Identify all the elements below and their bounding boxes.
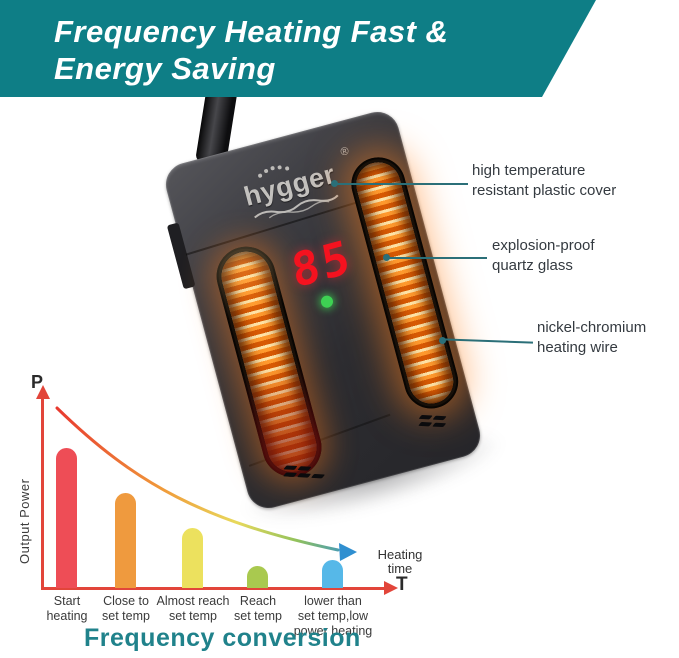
curve-arrow-icon xyxy=(339,543,357,561)
brand-logo: hygger ® xyxy=(216,145,368,236)
temperature-display: 85 xyxy=(287,229,357,299)
leader-line-quartz-glass xyxy=(387,257,487,259)
registered-trademark-icon: ® xyxy=(339,145,351,159)
bar-start-heating xyxy=(56,448,77,588)
banner-title-line1: Frequency Heating Fast & xyxy=(54,14,449,49)
callout-quartz-glass: explosion-proof quartz glass xyxy=(492,237,595,274)
leader-dot-quartz-glass xyxy=(383,254,390,261)
callout-heating-wire: nickel-chromium heating wire xyxy=(537,319,647,356)
leader-line-heating-wire xyxy=(442,338,534,344)
heater-device: hygger ® 85 xyxy=(161,107,485,513)
y-axis-label: Output Power xyxy=(17,478,32,565)
x-axis-label: Heating time xyxy=(377,547,423,576)
x-axis-arrow-icon xyxy=(384,581,398,595)
leader-dot-heating-wire xyxy=(439,337,446,344)
frequency-conversion-chart: P T Output Power Heating time Start heati… xyxy=(0,372,460,658)
bar-label-low-power-heating: lower than set temp,low power heating xyxy=(293,594,373,638)
chart-title: Frequency conversion xyxy=(84,624,361,652)
bar-label-almost-reach-set-temp: Almost reach set temp xyxy=(156,594,230,623)
header-banner: Frequency Heating Fast & Energy Saving xyxy=(0,0,596,97)
status-led xyxy=(319,294,335,310)
bar-almost-reach-set-temp xyxy=(182,528,203,588)
y-axis-arrow-icon xyxy=(36,385,50,399)
y-axis xyxy=(41,398,44,590)
logo-wave-icon xyxy=(254,194,339,219)
bar-label-close-to-set-temp: Close to set temp xyxy=(102,594,150,623)
bar-reach-set-temp xyxy=(247,566,268,588)
banner-title-line2: Energy Saving xyxy=(54,51,276,86)
leader-line-plastic-cover xyxy=(335,183,468,185)
bar-label-start-heating: Start heating xyxy=(46,594,88,623)
callout-plastic-cover: high temperature resistant plastic cover xyxy=(472,162,617,199)
leader-dot-plastic-cover xyxy=(331,180,338,187)
mounting-clip xyxy=(166,222,196,290)
bar-close-to-set-temp xyxy=(115,493,136,588)
bar-label-reach-set-temp: Reach set temp xyxy=(234,594,282,623)
x-axis-symbol: T xyxy=(396,574,408,595)
x-axis xyxy=(42,587,386,590)
bar-low-power-heating xyxy=(322,560,343,588)
